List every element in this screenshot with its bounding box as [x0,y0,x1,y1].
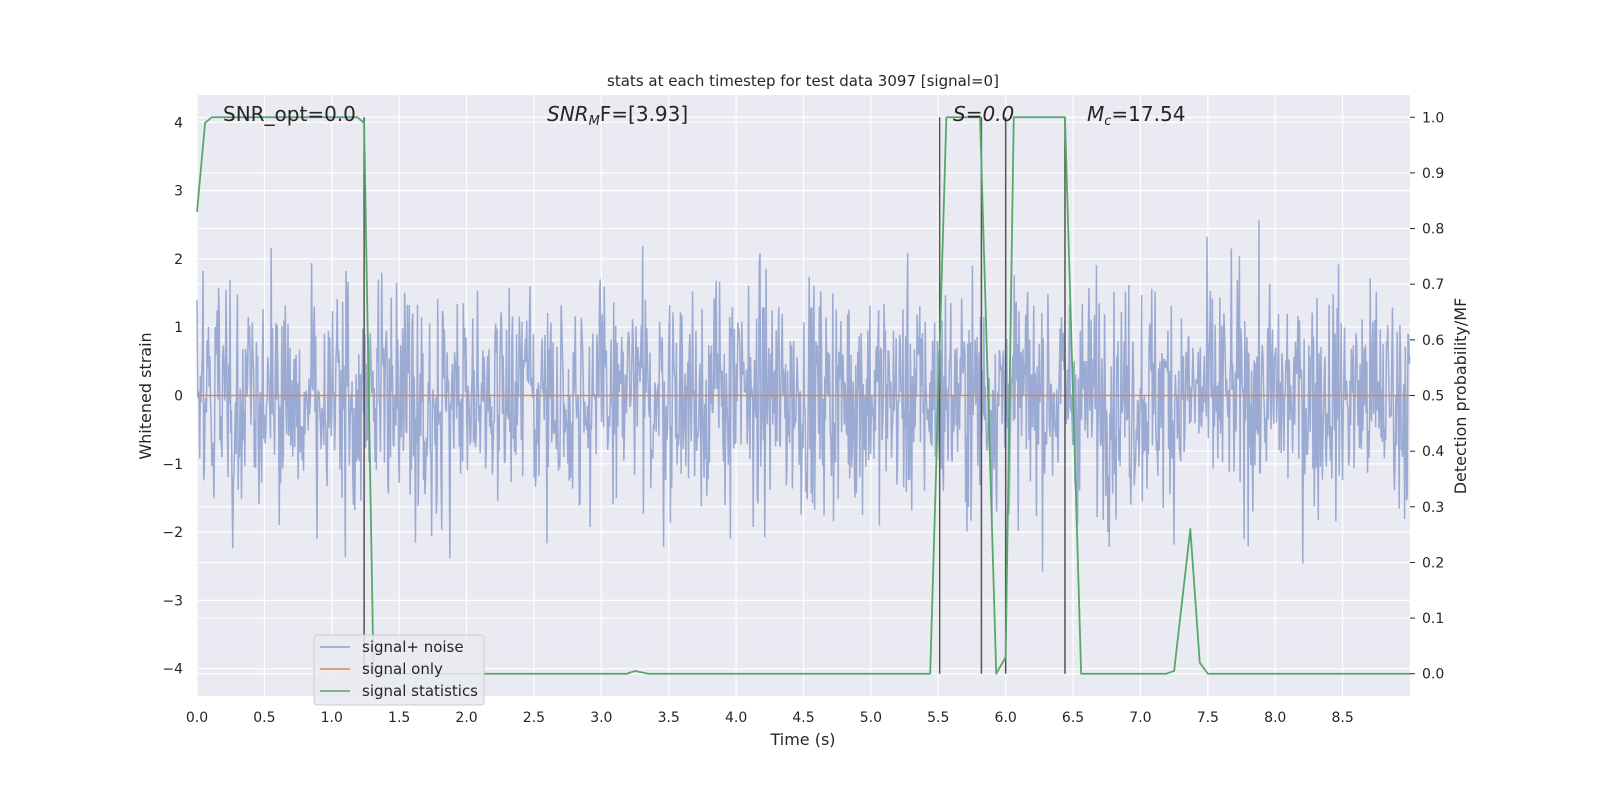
s-annotation: S=0.0 [953,102,1014,126]
snr-mf-suffix: F=[3.93] [600,102,688,126]
legend-label-signal-only: signal only [362,660,443,678]
snr-mf-annotation: SNRMF=[3.93] [547,102,688,129]
x-axis-label: Time (s) [769,730,835,749]
snr-mf-subscript: M [589,114,600,129]
x-tick-label: 7.5 [1197,710,1219,726]
x-tick-label: 2.5 [523,710,545,726]
x-tick-label: 8.0 [1264,710,1286,726]
x-tick-label: 2.0 [455,710,477,726]
mc-prefix: M [1087,102,1104,126]
legend-label-signal-noise: signal+ noise [362,638,464,656]
snr-opt-annotation: SNR_opt=0.0 [223,102,356,126]
y-right-tick-label: 0.9 [1422,166,1444,182]
legend-box [313,634,485,706]
x-tick-label: 4.5 [792,710,814,726]
y-right-tick-label: 0.2 [1422,555,1444,571]
signal-statistics-line [196,116,1410,675]
x-tick-label: 5.5 [927,710,949,726]
legend-label-signal-statistics: signal statistics [362,682,478,700]
snr-mf-prefix: SNR [547,102,589,126]
x-tick-label: 3.0 [590,710,612,726]
x-tick-label: 4.0 [725,710,747,726]
y-left-tick-label: 3 [174,184,183,200]
y-left-tick-label: 1 [174,320,183,336]
x-tick-label: 1.0 [321,710,343,726]
y-left-axis-ticks: 4 3 2 1 0 −1 −2 −3 −4 [162,115,183,677]
x-tick-label: 8.5 [1331,710,1353,726]
vertical-markers [363,117,1066,674]
mc-annotation: Mc=17.54 [1087,102,1185,129]
y-left-tick-label: 2 [174,252,183,268]
mc-subscript: c [1104,114,1111,129]
y-right-tick-label: 0.6 [1422,333,1444,349]
x-tick-label: 6.5 [1062,710,1084,726]
signal-statistics-series [196,116,1410,675]
signal-noise-series [196,220,1411,572]
y-left-tick-label: −3 [162,593,183,609]
x-tick-label: 6.0 [995,710,1017,726]
y-left-tick-label: −4 [162,662,183,678]
y-right-tick-label: 0.0 [1422,667,1444,683]
y-right-tick-label: 0.8 [1422,222,1444,238]
signal-noise-line [196,220,1411,572]
y-left-tick-label: −1 [162,457,183,473]
y-right-tick-label: 0.4 [1422,444,1444,460]
y-left-tick-label: 4 [174,115,183,131]
x-tick-label: 1.5 [388,710,410,726]
annotations: SNR_opt=0.0 SNRMF=[3.93] S=0.0 Mc=17.54 [223,102,1185,129]
legend: signal+ noise signal only signal statist… [313,634,485,706]
y-right-tick-label: 0.7 [1422,277,1444,293]
y-right-tick-label: 0.1 [1422,611,1444,627]
x-tick-label: 5.0 [860,710,882,726]
y-right-axis-ticks: 1.0 0.9 0.8 0.7 0.6 0.5 0.4 0.3 0.2 0.1 0.0 [1410,110,1444,683]
x-tick-label: 0.0 [186,710,208,726]
y-left-tick-label: 0 [174,389,183,405]
y-right-tick-label: 0.5 [1422,389,1444,405]
mc-suffix: =17.54 [1111,102,1185,126]
x-tick-label: 3.5 [658,710,680,726]
x-tick-label: 7.0 [1129,710,1151,726]
x-axis-ticks: 0.0 0.5 1.0 1.5 2.0 2.5 3.0 3.5 4.0 4.5 5.0 5.5 6.0 6… [186,710,1354,726]
x-tick-label: 0.5 [253,710,275,726]
y-right-tick-label: 0.3 [1422,500,1444,516]
chart-title: stats at each timestep for test data 309… [607,72,999,90]
y-right-tick-label: 1.0 [1422,110,1444,126]
y-left-axis-label: Whitened strain [136,332,155,459]
y-right-axis-label: Detection probability/MF [1451,298,1470,495]
y-left-tick-label: −2 [162,525,183,541]
